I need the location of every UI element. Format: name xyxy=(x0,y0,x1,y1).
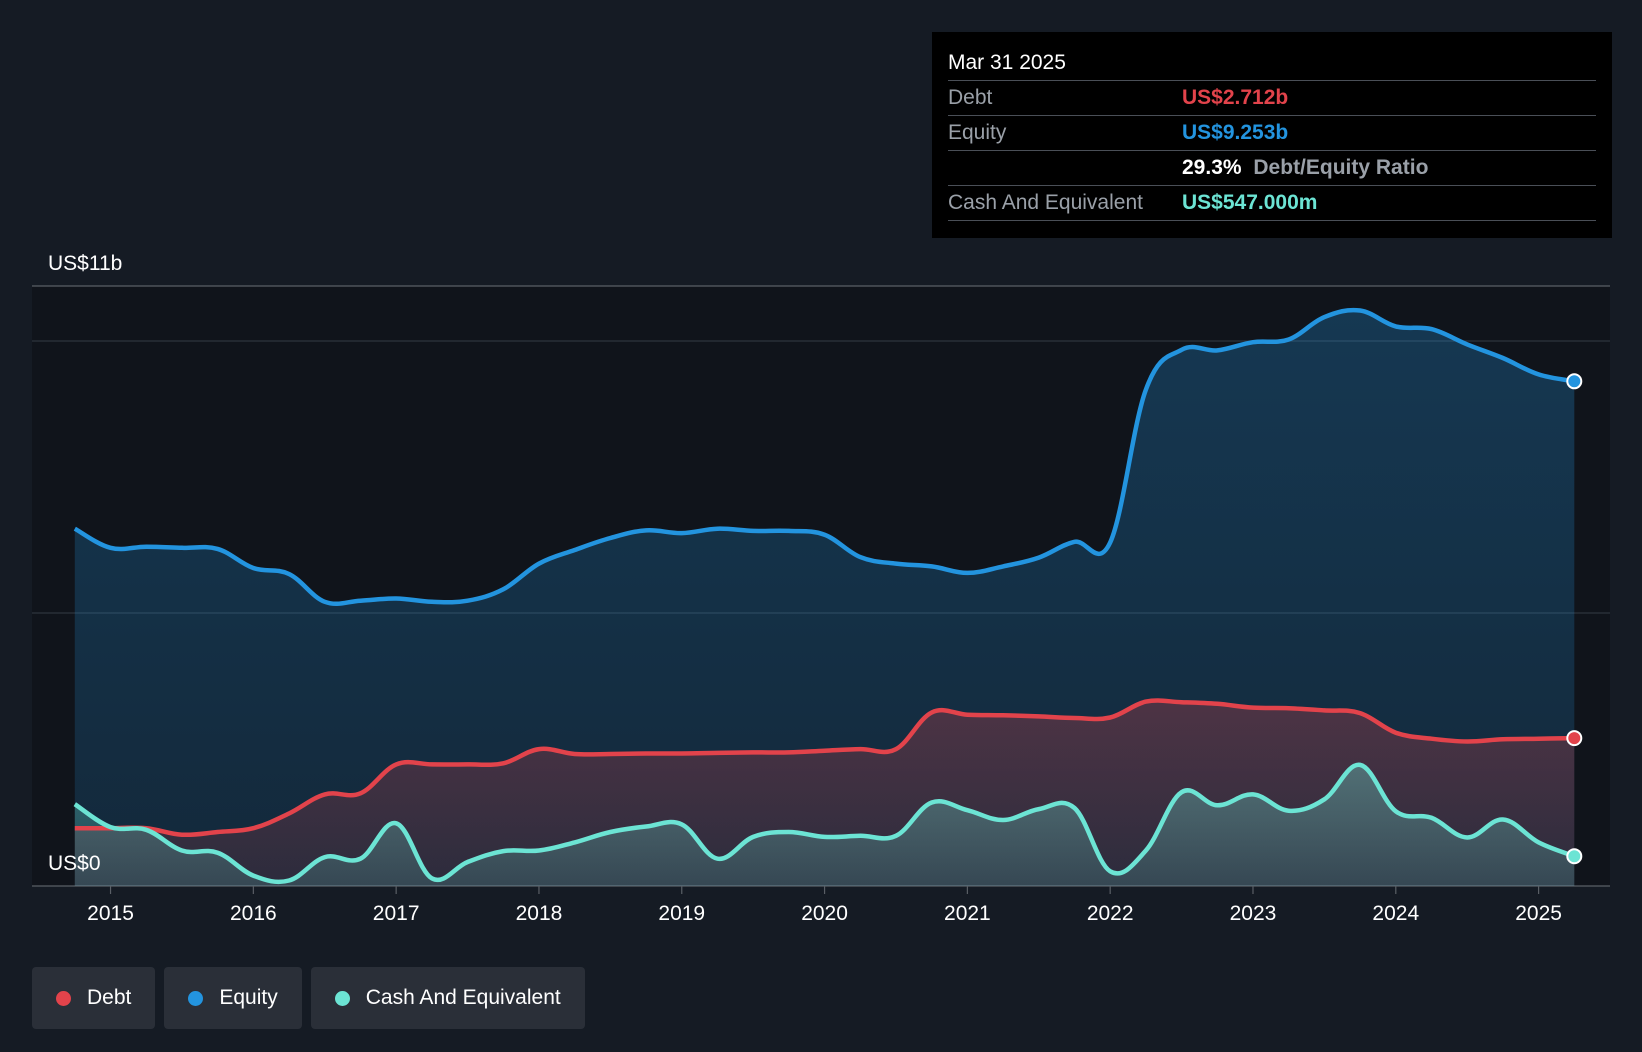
tooltip-ratio-spacer xyxy=(948,151,1182,185)
tooltip-debt-row: Debt US$2.712b xyxy=(948,81,1596,116)
tooltip-debt-label: Debt xyxy=(948,86,993,109)
x-tick-label: 2020 xyxy=(801,902,848,925)
legend-cash-label: Cash And Equivalent xyxy=(365,986,561,1009)
cash-endpoint[interactable] xyxy=(1566,848,1583,865)
tooltip-ratio-row: 29.3% Debt/Equity Ratio xyxy=(948,151,1596,186)
y-axis-bottom-label: US$0 xyxy=(48,852,101,875)
y-axis-top-label: US$11b xyxy=(48,252,122,275)
legend-debt-label: Debt xyxy=(87,986,132,1009)
x-tick-label: 2018 xyxy=(516,902,563,925)
x-tick-label: 2016 xyxy=(230,902,277,925)
tooltip-equity-value: US$9.253b xyxy=(1182,121,1289,144)
x-tick-label: 2017 xyxy=(373,902,420,925)
x-tick-label: 2023 xyxy=(1230,902,1277,925)
cash-dot-icon xyxy=(334,990,350,1006)
x-tick-label: 2015 xyxy=(87,902,134,925)
x-axis: 2015 2016 2017 2018 2019 2020 2021 2022 2023 2024… xyxy=(87,886,1562,925)
debt-line xyxy=(74,698,1575,838)
equity-line xyxy=(73,307,1575,606)
legend-item-equity[interactable]: Equity xyxy=(164,967,302,1029)
cash-area xyxy=(74,764,1575,886)
tooltip-debt-value: US$2.712b xyxy=(1182,86,1289,109)
legend-equity-label: Equity xyxy=(219,986,278,1009)
equity-endpoint[interactable] xyxy=(1566,373,1583,390)
x-tick-label: 2024 xyxy=(1372,902,1419,925)
tooltip-equity-row: Equity US$9.253b xyxy=(948,116,1596,151)
x-tick-label: 2019 xyxy=(658,902,705,925)
legend: Debt Equity Cash And Equivalent xyxy=(32,967,594,1029)
tooltip-ratio-value: 29.3% xyxy=(1182,156,1242,179)
x-tick-label: 2025 xyxy=(1515,902,1562,925)
tooltip-cash-row: Cash And Equivalent US$547.000m xyxy=(948,186,1596,221)
cash-line xyxy=(73,762,1576,885)
tooltip-equity-label: Equity xyxy=(948,121,1007,144)
tooltip-cash-label: Cash And Equivalent xyxy=(948,191,1143,214)
x-tick-label: 2021 xyxy=(944,902,991,925)
x-tick-label: 2022 xyxy=(1087,902,1134,925)
debt-dot-icon xyxy=(56,990,71,1006)
tooltip-panel: Mar 31 2025 Debt US$2.712b Equity US$9.2… xyxy=(932,32,1612,238)
debt-endpoint[interactable] xyxy=(1566,730,1583,747)
tooltip-ratio-label: Debt/Equity Ratio xyxy=(1253,156,1429,179)
tooltip-date: Mar 31 2025 xyxy=(948,46,1596,81)
legend-item-cash[interactable]: Cash And Equivalent xyxy=(310,967,585,1029)
equity-dot-icon xyxy=(188,990,204,1006)
tooltip-cash-value: US$547.000m xyxy=(1182,191,1318,214)
legend-item-debt[interactable]: Debt xyxy=(32,967,156,1029)
